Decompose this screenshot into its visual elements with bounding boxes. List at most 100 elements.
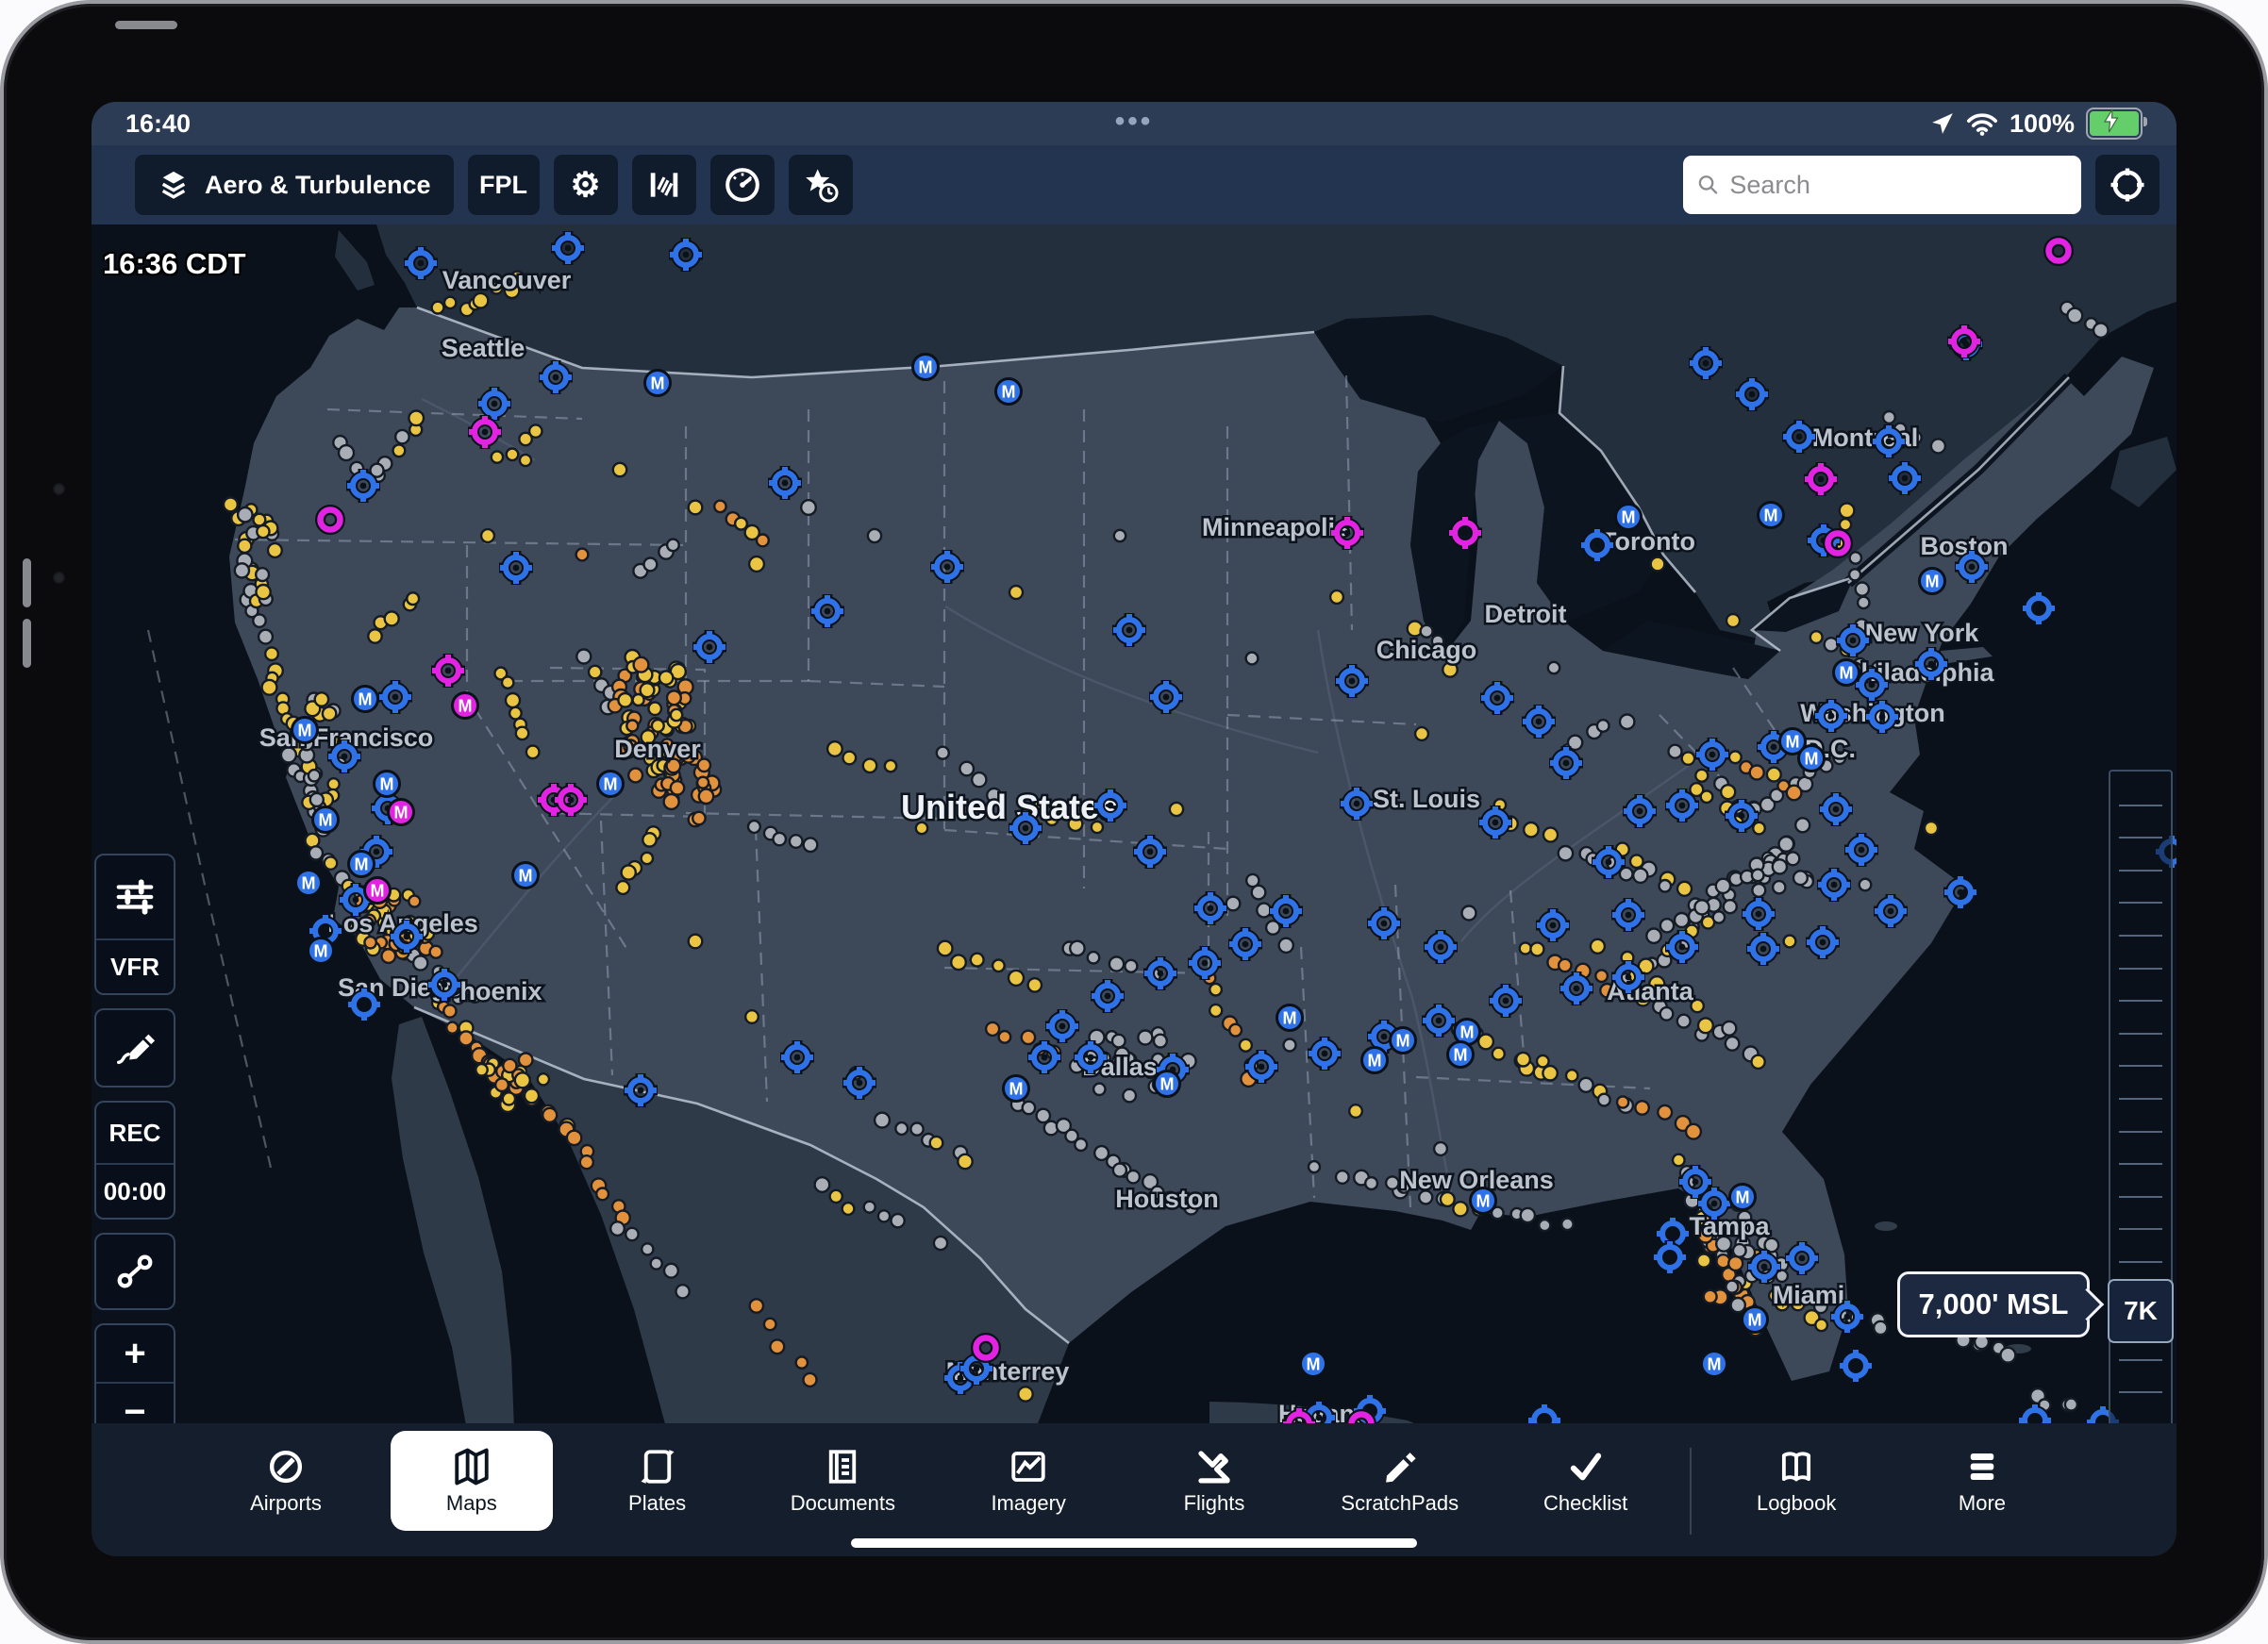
pirep-dot (1781, 1285, 1797, 1302)
metar-marker-blue[interactable] (1276, 1004, 1304, 1032)
ellipsis-indicator[interactable]: ••• (1114, 105, 1154, 137)
metar-marker-blue[interactable] (347, 850, 375, 878)
vfr-chart-button[interactable]: VFR (96, 938, 174, 993)
metar-marker-blue[interactable] (1389, 1026, 1417, 1054)
zoom-out-button[interactable]: − (96, 1382, 174, 1423)
metar-marker-blue[interactable] (1797, 744, 1826, 772)
pirep-dot (525, 744, 541, 760)
fpl-button[interactable]: FPL (467, 155, 540, 215)
pirep-dot (1782, 934, 1797, 949)
pirep-dot (1680, 751, 1696, 766)
tabbar-divider (1690, 1447, 1693, 1535)
metar-marker-blue[interactable] (911, 353, 940, 381)
layers-button[interactable]: Aero & Turbulence (135, 155, 454, 215)
pirep-dot (1696, 1017, 1715, 1035)
pirep-dot (617, 691, 634, 708)
search-field[interactable] (1683, 156, 2081, 214)
city-label: Miami (1773, 1281, 1845, 1309)
metar-marker-blue[interactable] (1614, 503, 1643, 531)
annotate-button[interactable] (96, 1010, 174, 1086)
pirep-dot (800, 499, 818, 517)
tab-airports[interactable]: Airports (205, 1431, 367, 1531)
metar-marker-blue[interactable] (1918, 567, 1946, 595)
record-button[interactable]: REC (108, 1118, 161, 1147)
map-left-controls: VFR REC 00:00 (94, 854, 175, 1423)
tab-maps[interactable]: Maps (390, 1431, 553, 1531)
pirep-dot (1724, 1035, 1741, 1052)
metar-marker-blue[interactable] (1728, 1183, 1757, 1211)
altitude-slider[interactable]: 7K (2108, 770, 2174, 1423)
settings-button[interactable]: ⚙ (553, 155, 618, 215)
tab-logbook[interactable]: Logbook (1715, 1431, 1877, 1531)
route-button[interactable] (96, 1235, 174, 1308)
map-canvas[interactable]: M (92, 224, 2176, 1423)
map-settings-button[interactable] (96, 855, 174, 938)
city-label: Houston (1115, 1185, 1218, 1213)
pirep-dot (451, 991, 466, 1005)
metar-marker-blue[interactable] (1741, 1305, 1769, 1334)
pirep-dot (1748, 764, 1765, 781)
profile-view-button[interactable] (631, 155, 696, 215)
pirep-dot (772, 831, 788, 847)
metar-marker-blue[interactable] (1469, 1187, 1497, 1215)
tab-checklist[interactable]: Checklist (1505, 1431, 1667, 1531)
metar-marker-magenta[interactable] (363, 876, 392, 905)
volume-down-button[interactable] (23, 619, 31, 668)
pirep-dot (1594, 969, 1609, 984)
metar-marker-blue[interactable] (1757, 501, 1785, 529)
favorites-recents-button[interactable] (788, 155, 853, 215)
metar-marker-blue[interactable] (351, 685, 379, 713)
pirep-dot (769, 1338, 786, 1355)
metar-marker-blue[interactable] (291, 716, 319, 744)
metar-marker-blue[interactable] (1299, 1350, 1327, 1378)
tab-plates[interactable]: Plates (576, 1431, 739, 1531)
metar-marker-blue[interactable] (1700, 1350, 1728, 1378)
tab-flights[interactable]: Flights (1133, 1431, 1295, 1531)
pirep-dot (1725, 1279, 1740, 1294)
metar-marker-blue[interactable] (1446, 1040, 1475, 1069)
pirep-dot (494, 1077, 510, 1093)
locate-button[interactable] (2095, 155, 2160, 215)
pirep-dot (640, 729, 657, 746)
city-label: United States (901, 788, 1118, 826)
metar-marker-blue[interactable] (1153, 1070, 1181, 1098)
power-button[interactable] (115, 21, 177, 29)
metar-marker-blue[interactable] (1360, 1046, 1389, 1074)
metar-marker-blue[interactable] (643, 369, 672, 397)
pirep-dot (1694, 768, 1709, 783)
metar-marker-blue[interactable] (1832, 658, 1860, 687)
tab-imagery[interactable]: Imagery (947, 1431, 1109, 1531)
home-indicator[interactable] (851, 1538, 1417, 1548)
metar-marker-blue[interactable] (1002, 1074, 1030, 1103)
instruments-button[interactable] (709, 155, 775, 215)
altitude-slider-handle[interactable]: 7K (2108, 1279, 2174, 1343)
metar-marker-blue[interactable] (511, 861, 540, 889)
pirep-dot (883, 758, 898, 773)
pirep-dot (1777, 835, 1795, 853)
pirep-dot (1923, 820, 1940, 837)
tab-scratchpads[interactable]: ScratchPads (1319, 1431, 1481, 1531)
pirep-dot (1759, 796, 1776, 813)
metar-marker-blue[interactable] (294, 869, 323, 897)
pirep-dot (1035, 1107, 1052, 1124)
metar-marker-magenta[interactable] (387, 798, 415, 826)
metar-marker-blue[interactable] (311, 805, 340, 834)
tab-more[interactable]: More (1901, 1431, 2063, 1531)
tab-documents[interactable]: Documents (761, 1431, 924, 1531)
search-input[interactable] (1727, 169, 2068, 201)
metar-marker-magenta[interactable] (451, 691, 479, 720)
zoom-in-button[interactable]: + (124, 1332, 146, 1374)
volume-up-button[interactable] (23, 558, 31, 607)
pirep-dot (430, 300, 445, 315)
pirep-dot (1792, 870, 1809, 887)
pirep-dot (1384, 1175, 1400, 1190)
metar-marker-blue[interactable] (307, 937, 335, 965)
pirep-dot (650, 718, 665, 734)
pirep-dot (890, 1212, 906, 1229)
pirep-dot (825, 740, 843, 758)
pirep-dot (692, 810, 707, 826)
metar-marker-blue[interactable] (994, 377, 1023, 406)
pirep-dot (518, 453, 533, 468)
metar-marker-blue[interactable] (373, 770, 401, 798)
metar-marker-blue[interactable] (596, 770, 625, 798)
